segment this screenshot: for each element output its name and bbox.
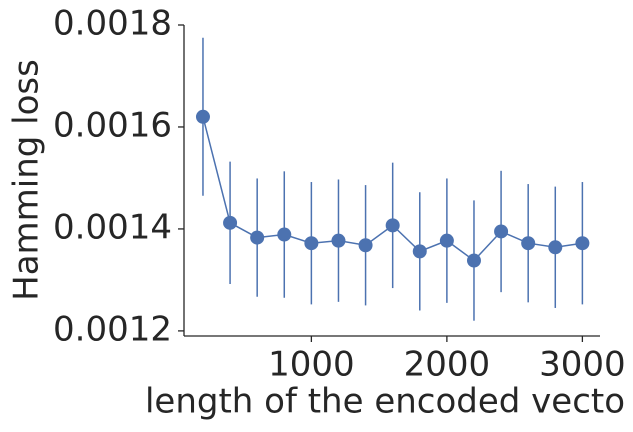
y-tick-label: 0.0016 xyxy=(53,105,172,145)
data-point xyxy=(195,109,210,124)
x-tick-label: 1000 xyxy=(268,345,355,385)
y-tick-label: 0.0014 xyxy=(53,207,172,247)
data-point xyxy=(304,236,319,251)
data-point xyxy=(521,236,536,251)
data-point xyxy=(223,215,238,230)
y-axis-label: Hamming loss xyxy=(7,59,47,301)
x-tick-label: 3000 xyxy=(539,345,626,385)
x-axis-label: length of the encoded vecto xyxy=(145,382,625,422)
data-point xyxy=(331,233,346,248)
y-tick-label: 0.0018 xyxy=(53,4,172,44)
x-tick-label: 2000 xyxy=(404,345,491,385)
data-point xyxy=(412,244,427,259)
data-point xyxy=(439,233,454,248)
data-point xyxy=(548,240,563,255)
data-point xyxy=(466,253,481,268)
data-point xyxy=(494,224,509,239)
data-point xyxy=(358,238,373,253)
y-tick-label: 0.0012 xyxy=(53,309,172,349)
data-point xyxy=(385,218,400,233)
data-point xyxy=(277,227,292,242)
data-point xyxy=(250,230,265,245)
data-point xyxy=(575,236,590,251)
